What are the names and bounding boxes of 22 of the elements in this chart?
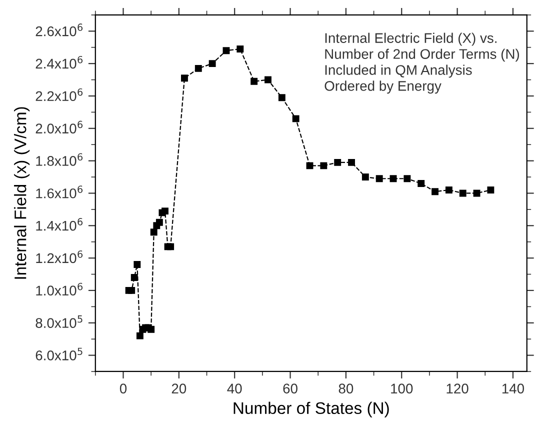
y-tick-label: 8.0x10$^{5}$ [36, 315, 82, 328]
y-tick-label: 1.4x10$^{6}$ [36, 218, 83, 231]
x-tick-label: 20 [172, 384, 186, 394]
y-tick-label: 1.8x10$^{6}$ [36, 153, 83, 166]
y-axis-title: Internal Field (x) (V/cm) [14, 107, 30, 279]
x-tick-label: 0 [120, 384, 127, 394]
y-tick-label: 6.0x10$^{5}$ [36, 348, 82, 360]
annotation: Internal Electric Field (X) vs. Number of 2nd Order Terms (N) Included in QM Analysis Ordered by Energy [324, 32, 520, 94]
x-axis-title: Number of States (N) [234, 402, 389, 418]
x-tick-label: 60 [283, 384, 298, 394]
y-tick-label: 2.0x10$^{6}$ [36, 120, 83, 134]
x-tick-label: 80 [338, 384, 354, 394]
y-tick-label: 2.6x10$^{6}$ [36, 24, 83, 36]
x-tick-label: 100 [391, 384, 413, 394]
x-tick-label: 40 [227, 384, 242, 394]
x-tick-label: 140 [502, 384, 524, 394]
y-tick-label: 2.4x10$^{6}$ [36, 56, 83, 69]
y-tick-label: 2.2x10$^{6}$ [36, 88, 83, 102]
x-tick-label: 120 [446, 384, 468, 394]
y-tick-label: 1.2x10$^{6}$ [36, 250, 83, 264]
y-tick-label: 1.6x10$^{6}$ [36, 186, 83, 198]
y-tick-label: 1.0x10$^{6}$ [36, 282, 83, 296]
